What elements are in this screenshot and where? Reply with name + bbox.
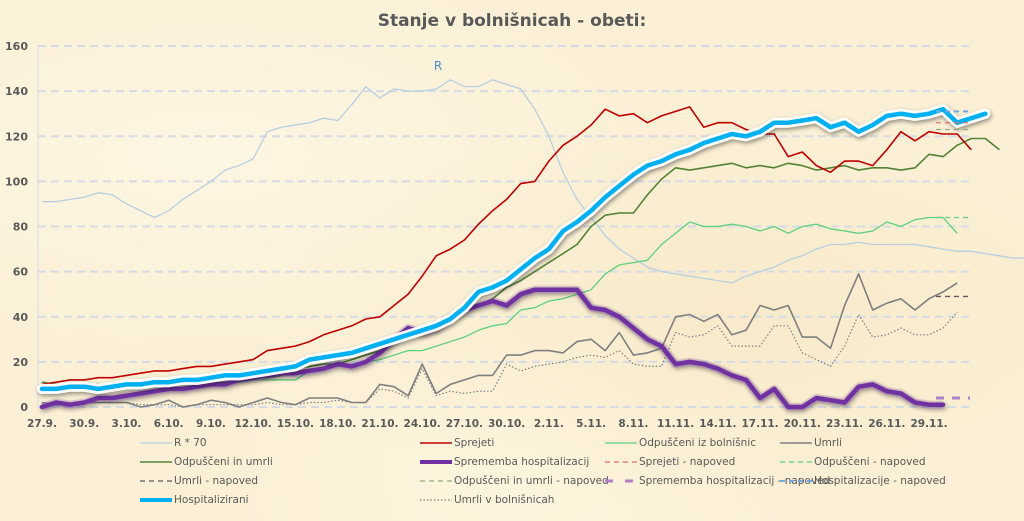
- y-tick-label: 20: [13, 356, 29, 369]
- legend-label: Umrli - napoved: [174, 475, 259, 487]
- series-line-hospitalizirani-halo: [37, 104, 991, 394]
- x-tick-label: 11.11.: [657, 418, 694, 430]
- legend-label: Hospitalizacije - napoved: [814, 475, 946, 487]
- x-tick-label: 15.10.: [277, 418, 314, 430]
- legend-item: Umrli v bolnišnicah: [420, 494, 554, 506]
- x-tick-label: 17.11.: [741, 418, 778, 430]
- x-tick-label: 23.11.: [826, 418, 863, 430]
- legend-item: Hospitalizirani: [140, 494, 249, 506]
- x-tick-label: 18.10.: [319, 418, 356, 430]
- x-tick-label: 24.10.: [404, 418, 441, 430]
- legend-swatch: [140, 498, 172, 502]
- x-tick-label: 27.9.: [27, 418, 57, 430]
- legend-label: Umrli v bolnišnicah: [454, 494, 555, 506]
- r-annotation: R: [434, 59, 442, 73]
- x-tick-label: 2.11.: [534, 418, 564, 430]
- x-tick-label: 12.10.: [235, 418, 272, 430]
- series-line-odpu-eni-in-umrli: [41, 137, 1000, 388]
- chart-title: Stanje v bolnišnicah - obeti:: [378, 11, 647, 31]
- legend-swatch: [420, 460, 452, 464]
- x-axis-ticks: 27.9. 30.9. 3.10. 6.10. 9.10. 12.10. 15.10. 18.…: [27, 418, 948, 430]
- y-tick-label: 60: [13, 266, 29, 279]
- legend-swatch: [780, 461, 812, 463]
- legend-label: Odpuščeni in umrli: [174, 456, 273, 468]
- legend-swatch: [605, 479, 637, 483]
- legend-label: Hospitalizirani: [174, 494, 249, 506]
- x-tick-label: 3.10.: [112, 418, 142, 430]
- legend-label: Sprejeti: [454, 437, 495, 449]
- legend-swatch: [420, 480, 452, 482]
- legend-swatch: [420, 499, 452, 501]
- legend-swatch: [605, 461, 637, 463]
- legend-swatch: [140, 480, 172, 482]
- series-line-hospitalizirani: [39, 106, 988, 392]
- series-line-spremembe-hospitalizacij: [39, 287, 946, 410]
- legend-swatch: [780, 480, 812, 482]
- legend-item: Odpuščeni in umrli: [140, 456, 273, 468]
- x-tick-label: 20.11.: [784, 418, 821, 430]
- x-tick-label: 6.10.: [154, 418, 184, 430]
- x-tick-label: 29.11.: [910, 418, 947, 430]
- y-tick-label: 80: [13, 221, 29, 234]
- gridlines: [37, 45, 972, 408]
- x-tick-label: 30.10.: [488, 418, 525, 430]
- legend-item: Odpuščeni in umrli - napoved: [420, 475, 609, 487]
- y-tick-label: 40: [13, 311, 29, 324]
- legend-item: R * 70: [140, 437, 207, 449]
- legend-swatch: [140, 442, 172, 444]
- legend-label: Sprememba hospitalizacij - napoved: [639, 475, 831, 487]
- legend-swatch: [605, 442, 637, 444]
- y-tick-label: 140: [5, 85, 28, 98]
- x-tick-label: 9.10.: [196, 418, 226, 430]
- legend-swatch: [140, 461, 172, 463]
- series-line-sprejeti: [41, 106, 972, 386]
- legend-label: R * 70: [174, 437, 207, 449]
- legend-label: Umrli: [814, 437, 843, 449]
- legend-label: Odpuščeni - napoved: [814, 456, 926, 468]
- legend-swatch: [420, 442, 452, 444]
- legend-swatch: [780, 442, 812, 444]
- y-tick-label: 0: [20, 401, 28, 414]
- legend-item: Odpuščeni iz bolnišnic: [605, 437, 756, 449]
- y-axis-ticks: 0 20 40 60 80 100 120 140 160: [5, 40, 28, 414]
- x-tick-label: 30.9.: [69, 418, 99, 430]
- legend-label: Sprejeti - napoved: [639, 456, 736, 468]
- series-line-spremembe-hospitalizacij-group: [39, 285, 946, 411]
- y-tick-label: 100: [5, 175, 28, 188]
- x-tick-label: 21.10.: [361, 418, 398, 430]
- y-tick-label: 160: [5, 40, 28, 53]
- legend-label: Sprememba hospitalizacij: [454, 456, 590, 468]
- x-tick-label: 8.11.: [618, 418, 648, 430]
- series-group: [37, 79, 1024, 411]
- legend-item: Sprejeti: [420, 437, 494, 449]
- legend-item: Sprejeti - napoved: [605, 456, 735, 468]
- legend-item: Sprememba hospitalizacij: [420, 456, 589, 468]
- x-tick-label: 14.11.: [699, 418, 736, 430]
- x-tick-label: 26.11.: [868, 418, 905, 430]
- legend-item: Odpuščeni - napoved: [780, 456, 926, 468]
- series-line-hospitalizirani-group: [37, 104, 991, 394]
- series-line-umrli: [41, 273, 958, 408]
- y-tick-label: 120: [5, 130, 28, 143]
- legend-item: Umrli - napoved: [140, 475, 258, 487]
- x-tick-label: 5.11.: [576, 418, 606, 430]
- legend-label: Odpuščeni in umrli - napoved: [454, 475, 609, 487]
- legend-item: Umrli: [780, 437, 842, 449]
- legend-item: Sprememba hospitalizacij - napoved: [605, 475, 830, 487]
- x-tick-label: 27.10.: [446, 418, 483, 430]
- legend-label: Odpuščeni iz bolnišnic: [639, 437, 757, 449]
- legend-item: Hospitalizacije - napoved: [780, 475, 946, 487]
